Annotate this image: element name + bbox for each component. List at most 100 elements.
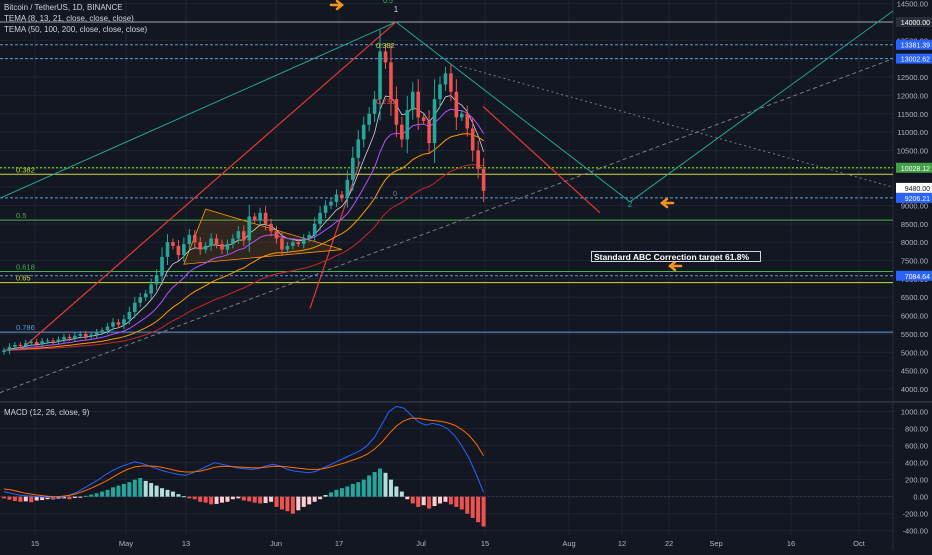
wave-label: 0.5 (383, 0, 393, 5)
impulse-wave-line (21, 21, 397, 350)
price-tick-label: 10500.00 (897, 146, 928, 155)
price-candle (242, 231, 246, 241)
support-trend-line (0, 58, 894, 394)
macd-histogram-bar (181, 496, 186, 498)
price-candle (449, 73, 453, 92)
price-candle (94, 332, 99, 335)
price-candle (470, 128, 475, 151)
macd-histogram-bar (323, 494, 328, 497)
macd-histogram-bar (72, 496, 77, 498)
macd-histogram-bar (416, 496, 421, 507)
price-candle (89, 334, 93, 337)
price-candle (263, 212, 268, 224)
abc-callout-text: Standard ABC Correction target 61.8% (594, 252, 750, 262)
macd-histogram-bar (61, 496, 66, 499)
macd-legend[interactable]: MACD (12, 26, close, 9) (4, 408, 89, 417)
macd-histogram-bar (378, 468, 383, 497)
price-candle (394, 99, 399, 125)
price-candle (220, 244, 224, 250)
macd-tick-label: 800.00 (905, 425, 928, 434)
price-candle (410, 91, 415, 111)
x-tick-label: 15 (481, 539, 489, 548)
price-candle (13, 344, 17, 347)
price-candle (236, 231, 241, 239)
arrow-icon (329, 0, 345, 11)
price-tick-label: 8000.00 (901, 238, 928, 247)
macd-histogram-bar (89, 494, 94, 497)
macd-histogram-bar (372, 471, 377, 497)
macd-histogram-bar (394, 486, 399, 497)
macd-histogram-bar (367, 475, 372, 497)
macd-histogram-bar (225, 496, 230, 502)
macd-histogram-bar (100, 491, 105, 497)
x-tick-label: 16 (787, 539, 795, 548)
wave-label: 0.236 (376, 97, 395, 106)
macd-histogram-bar (258, 496, 263, 504)
macd-legend-text: MACD (12, 26, close, 9) (4, 408, 90, 417)
price-tick-label: 8500.00 (901, 220, 928, 229)
price-candle (454, 91, 459, 118)
symbol-title[interactable]: Bitcoin / TetherUS, 1D, BINANCE (4, 3, 123, 12)
fib-level-label: 0.65 (16, 274, 31, 283)
macd-histogram-bar (230, 496, 235, 500)
price-tick-label: 4500.00 (901, 367, 928, 376)
macd-histogram-bar (312, 496, 317, 502)
abc-callout[interactable]: Standard ABC Correction target 61.8% (591, 251, 761, 262)
price-candle (24, 343, 28, 347)
x-tick-label: 13 (182, 539, 190, 548)
arrow-icon (667, 260, 683, 272)
macd-tick-label: 0.00 (913, 493, 928, 502)
correction-line (395, 21, 631, 203)
price-badge (896, 182, 932, 193)
price-candle (40, 341, 44, 345)
price-badge (896, 162, 932, 173)
price-badge (896, 192, 932, 203)
macd-histogram-bar (160, 488, 165, 497)
price-candle (312, 223, 317, 235)
price-candle (285, 245, 290, 250)
macd-histogram-bar (438, 496, 442, 504)
price-candle (476, 150, 480, 169)
fib-level-label: 0.5 (16, 211, 26, 220)
macd-histogram-bar (427, 496, 432, 509)
price-candle (154, 275, 159, 285)
macd-histogram-bar (127, 482, 132, 497)
price-tick-label: 4000.00 (901, 385, 928, 394)
price-tick-label: 6500.00 (901, 293, 928, 302)
price-candle (372, 99, 377, 114)
price-tick-label: 11000.00 (897, 128, 928, 137)
macd-histogram-bar (29, 496, 34, 503)
price-candle (209, 238, 213, 246)
macd-histogram-bar (247, 496, 252, 502)
tema-200-line (3, 164, 484, 351)
price-badge (896, 39, 932, 50)
macd-histogram-bar (67, 496, 72, 500)
price-candle (225, 244, 230, 250)
tema-fast-legend[interactable]: TEMA (8, 13, 21, close, close, close) (4, 14, 134, 23)
macd-histogram-bar (40, 496, 45, 501)
price-candle (231, 238, 235, 245)
tema-slow-legend[interactable]: TEMA (50, 100, 200, close, close, close) (4, 25, 147, 34)
price-badge-label: 14000.00 (901, 20, 930, 27)
macd-histogram-bar (356, 482, 361, 497)
price-candle (29, 342, 34, 344)
x-tick-label: May (119, 539, 133, 548)
macd-histogram-bar (388, 479, 393, 497)
price-candle (192, 234, 197, 243)
macd-histogram-bar (94, 493, 99, 497)
price-tick-label: 9000.00 (901, 202, 928, 211)
macd-histogram-bar (236, 496, 241, 499)
price-candle (345, 179, 350, 199)
price-badge (896, 270, 932, 281)
price-candle (171, 242, 175, 246)
x-tick-label: Jun (270, 539, 282, 548)
macd-histogram-bar (154, 485, 159, 497)
price-candle (432, 99, 437, 144)
macd-line (3, 405, 485, 499)
macd-histogram-bar (285, 496, 290, 512)
macd-histogram-bar (252, 496, 257, 503)
price-candle (7, 346, 12, 351)
tema-slow-legend-text: TEMA (50, 100, 200, close, close, close) (4, 25, 148, 34)
price-badge-label: 13002.62 (901, 57, 930, 64)
